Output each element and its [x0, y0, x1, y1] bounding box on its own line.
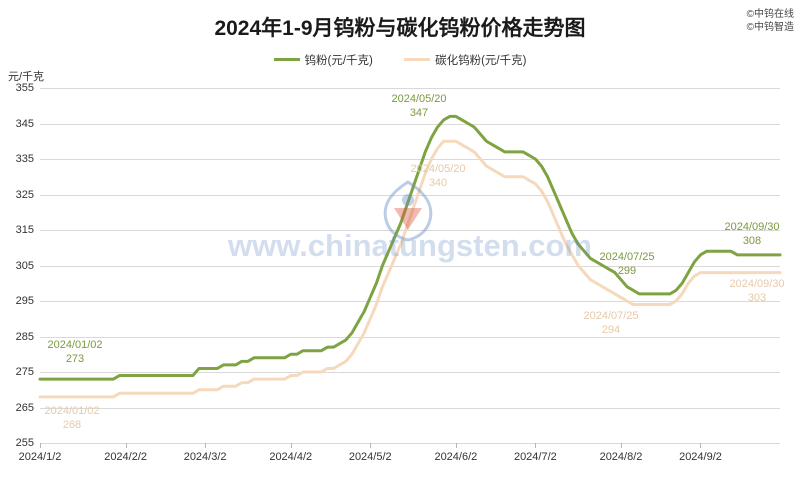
- annotation-b4-date: 2024/09/30: [729, 278, 785, 290]
- credits: ©中钨在线 ©中钨智造: [747, 8, 794, 34]
- x-axis-tick-mark: [290, 443, 292, 448]
- x-axis-tick-label: 2024/8/2: [599, 451, 643, 463]
- x-axis-tick-label: 2024/3/2: [183, 451, 227, 463]
- y-gridline: [40, 301, 780, 302]
- y-axis-tick-label: 335: [15, 153, 34, 165]
- legend-item-tungsten-carbide-powder: 碳化钨粉(元/千克): [404, 52, 526, 68]
- legend-item-tungsten-powder: 钨粉(元/千克): [273, 52, 373, 68]
- x-axis-tick-mark: [455, 443, 457, 448]
- y-gridline: [40, 443, 780, 444]
- legend-label-tungsten-powder: 钨粉(元/千克): [304, 55, 373, 67]
- annotation-a2: 2024/05/20 347: [391, 92, 446, 120]
- y-gridline: [40, 265, 780, 267]
- annotation-a1-date: 2024/01/02: [47, 339, 103, 351]
- annotation-b1-value: 268: [62, 419, 82, 431]
- y-axis-tick-label: 355: [15, 82, 34, 94]
- y-gridline: [40, 159, 780, 160]
- legend-swatch-tungsten-powder: [273, 58, 300, 62]
- y-axis-tick-label: 345: [15, 117, 34, 130]
- annotation-a4: 2024/09/30 308: [724, 220, 779, 248]
- x-axis-tick-label: 2024/9/2: [679, 451, 722, 463]
- annotation-b3-value: 294: [601, 324, 621, 336]
- plot-area: 255 265 275 285 295 305 315 325 335 345 355 2024/1/…: [16, 82, 782, 463]
- credit-line-1: ©中钨在线: [746, 9, 794, 20]
- y-axis-tick-label: 315: [15, 224, 34, 236]
- annotation-b2-value: 340: [428, 177, 448, 189]
- annotation-b2: 2024/05/20 340: [410, 162, 465, 190]
- x-axis-tick-mark: [535, 443, 537, 448]
- credit-line-2: ©中钨智造: [746, 22, 794, 33]
- series-canvas: [38, 114, 782, 399]
- annotation-b1-date: 2024/01/02: [44, 405, 100, 417]
- annotation-a4-date: 2024/09/30: [724, 221, 780, 233]
- annotation-b4: 2024/09/30 303: [729, 277, 784, 305]
- y-axis-tick-label: 295: [15, 295, 34, 307]
- x-axis-tick-mark: [40, 443, 41, 448]
- legend-label-tungsten-carbide-powder: 碳化钨粉(元/千克): [435, 55, 527, 67]
- annotation-b4-value: 303: [747, 292, 767, 304]
- annotation-a2-value: 347: [409, 107, 429, 119]
- y-axis-tick-label: 305: [15, 259, 34, 272]
- x-axis-tick-label: 2024/5/2: [348, 451, 392, 463]
- y-gridline: [40, 372, 780, 373]
- y-gridline: [40, 336, 780, 338]
- y-axis-tick-label: 325: [15, 188, 34, 201]
- y-axis-label: 元/千克: [8, 71, 45, 83]
- annotation-b3-date: 2024/07/25: [583, 310, 639, 322]
- x-axis-tick-mark: [370, 443, 372, 448]
- x-axis-tick-mark: [205, 443, 207, 448]
- annotation-b1: 2024/01/02 268: [44, 404, 99, 432]
- series-line-1: [38, 114, 782, 381]
- y-axis-tick-label: 265: [15, 401, 34, 414]
- x-axis-tick-label: 2024/7/2: [513, 451, 557, 463]
- y-gridline: [40, 88, 780, 89]
- y-axis-tick-label: 255: [15, 437, 34, 449]
- chart-title: 2024年1-9月钨粉与碳化钨粉价格走势图: [214, 17, 586, 40]
- x-axis-tick-label: 2024/6/2: [434, 451, 478, 463]
- annotation-a1: 2024/01/02 273: [47, 338, 102, 366]
- chart-legend: 钨粉(元/千克) 碳化钨粉(元/千克): [0, 52, 800, 68]
- y-gridline: [40, 407, 780, 409]
- annotation-b3: 2024/07/25 294: [583, 309, 638, 337]
- annotation-b2-date: 2024/05/20: [410, 163, 466, 175]
- annotation-a3-date: 2024/07/25: [599, 251, 655, 263]
- x-axis-tick-label: 2024/2/2: [104, 451, 148, 463]
- y-axis-tick-label: 275: [15, 366, 34, 378]
- series-line-2: [38, 139, 782, 399]
- x-axis-tick-mark: [700, 443, 702, 448]
- annotation-a3-value: 299: [617, 265, 637, 277]
- annotation-a2-date: 2024/05/20: [391, 93, 447, 105]
- y-gridline: [40, 230, 780, 231]
- y-gridline: [40, 123, 780, 125]
- legend-swatch-tungsten-carbide-powder: [404, 58, 431, 62]
- annotation-a4-value: 308: [742, 235, 762, 247]
- annotation-a3: 2024/07/25 299: [599, 250, 654, 278]
- x-axis-tick-label: 2024/1/2: [18, 451, 62, 463]
- x-axis-tick-mark: [620, 443, 622, 448]
- annotation-a1-value: 273: [65, 353, 85, 365]
- y-axis-tick-label: 285: [15, 330, 34, 343]
- x-axis-tick-label: 2024/4/2: [269, 451, 313, 463]
- x-axis-tick-mark: [125, 443, 127, 448]
